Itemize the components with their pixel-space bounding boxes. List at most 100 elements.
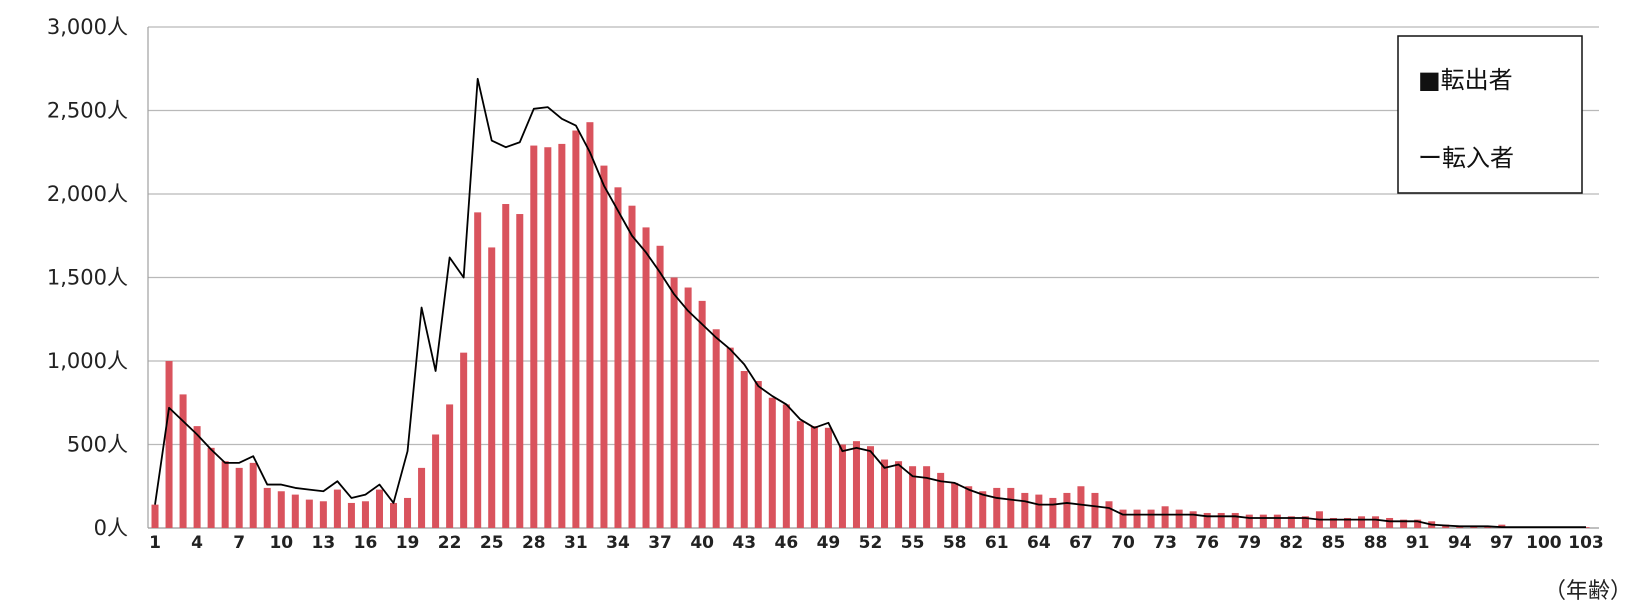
- outflow-bar: [558, 143, 566, 528]
- outflow-bar: [993, 487, 1001, 528]
- x-tick-label: 37: [648, 533, 672, 553]
- outflow-bar: [432, 434, 440, 528]
- outflow-bar: [221, 461, 229, 528]
- x-tick-label: 91: [1406, 533, 1430, 553]
- outflow-bar: [460, 352, 468, 528]
- outflow-bar: [516, 214, 524, 529]
- outflow-bar: [1147, 509, 1155, 528]
- outflow-bar: [1007, 487, 1015, 528]
- x-tick-label: 49: [817, 533, 841, 553]
- legend-inflow-label: ー転入者: [1418, 144, 1514, 172]
- outflow-bar: [502, 204, 510, 528]
- outflow-bar: [390, 502, 398, 528]
- x-tick-label: 10: [269, 533, 293, 553]
- x-tick-label: 61: [985, 533, 1009, 553]
- outflow-bar: [684, 287, 692, 528]
- legend-box: [1397, 35, 1583, 194]
- outflow-bar: [375, 489, 383, 528]
- outflow-bar: [249, 462, 257, 528]
- outflow-bar: [866, 446, 875, 528]
- x-tick-label: 25: [480, 533, 504, 553]
- outflow-bar: [670, 277, 678, 528]
- outflow-bar: [1203, 512, 1211, 528]
- x-tick-label: 40: [690, 533, 714, 553]
- outflow-bar: [404, 497, 412, 528]
- legend-outflow-label: ■転出者: [1418, 66, 1513, 94]
- outflow-bar: [614, 187, 622, 528]
- outflow-bar: [796, 421, 804, 528]
- x-tick-label: 19: [396, 533, 420, 553]
- x-tick-label: 67: [1069, 533, 1093, 553]
- outflow-bar: [1105, 501, 1113, 528]
- outflow-bar: [1231, 512, 1239, 528]
- outflow-bar: [319, 501, 327, 528]
- x-tick-label: 70: [1111, 533, 1135, 553]
- outflow-bar: [1329, 517, 1337, 528]
- x-tick-label: 43: [732, 533, 756, 553]
- outflow-bar: [347, 502, 355, 528]
- outflow-bar: [824, 427, 832, 528]
- outflow-bar: [810, 426, 818, 528]
- outflow-bar: [1049, 497, 1057, 528]
- outflow-bar: [572, 130, 580, 529]
- y-tick-label: 1,000人: [47, 349, 128, 373]
- outflow-bar: [418, 467, 426, 528]
- outflow-bar: [263, 487, 271, 528]
- outflow-bar: [656, 245, 664, 528]
- outflow-bar: [1414, 519, 1422, 528]
- x-tick-label: 1: [149, 533, 161, 553]
- outflow-bar: [754, 381, 762, 528]
- x-tick-label: 73: [1153, 533, 1177, 553]
- outflow-bar: [1245, 514, 1253, 528]
- outflow-bar: [1189, 511, 1197, 528]
- x-tick-label: 94: [1448, 533, 1472, 553]
- outflow-bar: [586, 122, 594, 528]
- x-tick-label: 16: [354, 533, 378, 553]
- outflow-bar: [642, 227, 650, 528]
- x-tick-label: 103: [1568, 533, 1604, 553]
- outflow-bar: [179, 394, 187, 528]
- x-tick-label: 85: [1322, 533, 1346, 553]
- outflow-bar: [768, 397, 776, 528]
- outflow-bar: [838, 444, 846, 528]
- x-tick-label: 46: [774, 533, 798, 553]
- x-tick-label: 100: [1526, 533, 1562, 553]
- outflow-bar: [909, 466, 917, 528]
- y-tick-label: 0人: [94, 516, 128, 540]
- y-axis-ticks: 0人 500人 1,000人 1,500人 2,000人 2,500人 3,000人: [47, 15, 128, 540]
- outflow-bar: [628, 205, 636, 528]
- outflow-bar: [544, 147, 552, 529]
- outflow-bar: [1273, 514, 1281, 528]
- y-tick-label: 2,500人: [47, 99, 128, 123]
- outflow-bar: [488, 247, 496, 528]
- inflow-line-group: [154, 77, 1586, 529]
- outflow-bar: [1386, 517, 1394, 528]
- x-tick-label: 88: [1364, 533, 1388, 553]
- outflow-bar: [951, 482, 959, 528]
- outflow-bar: [277, 491, 285, 528]
- outflow-bar: [1400, 519, 1408, 528]
- outflow-bar: [207, 447, 215, 528]
- outflow-bar: [1091, 492, 1099, 528]
- outflow-bar: [1161, 506, 1169, 528]
- outflow-bar: [698, 300, 706, 528]
- y-tick-label: 1,500人: [47, 266, 128, 290]
- x-axis-label: （年齢）: [1544, 579, 1632, 604]
- outflow-bar: [965, 486, 973, 528]
- outflow-bar: [1301, 516, 1309, 528]
- outflow-bar: [895, 461, 903, 528]
- outflow-bar: [923, 466, 931, 528]
- outflow-bar: [712, 329, 720, 528]
- x-tick-label: 76: [1195, 533, 1219, 553]
- outflow-bar: [1259, 514, 1267, 528]
- x-tick-label: 79: [1237, 533, 1261, 553]
- outflow-bar: [361, 501, 369, 528]
- outflow-bar: [1035, 494, 1043, 528]
- legend: ■転出者 ー転入者: [1397, 35, 1583, 194]
- outflow-bar: [1119, 509, 1127, 528]
- outflow-bar: [235, 467, 243, 528]
- outflow-bar: [474, 212, 482, 528]
- outflow-bar: [979, 491, 987, 528]
- outflow-bar: [1343, 517, 1351, 528]
